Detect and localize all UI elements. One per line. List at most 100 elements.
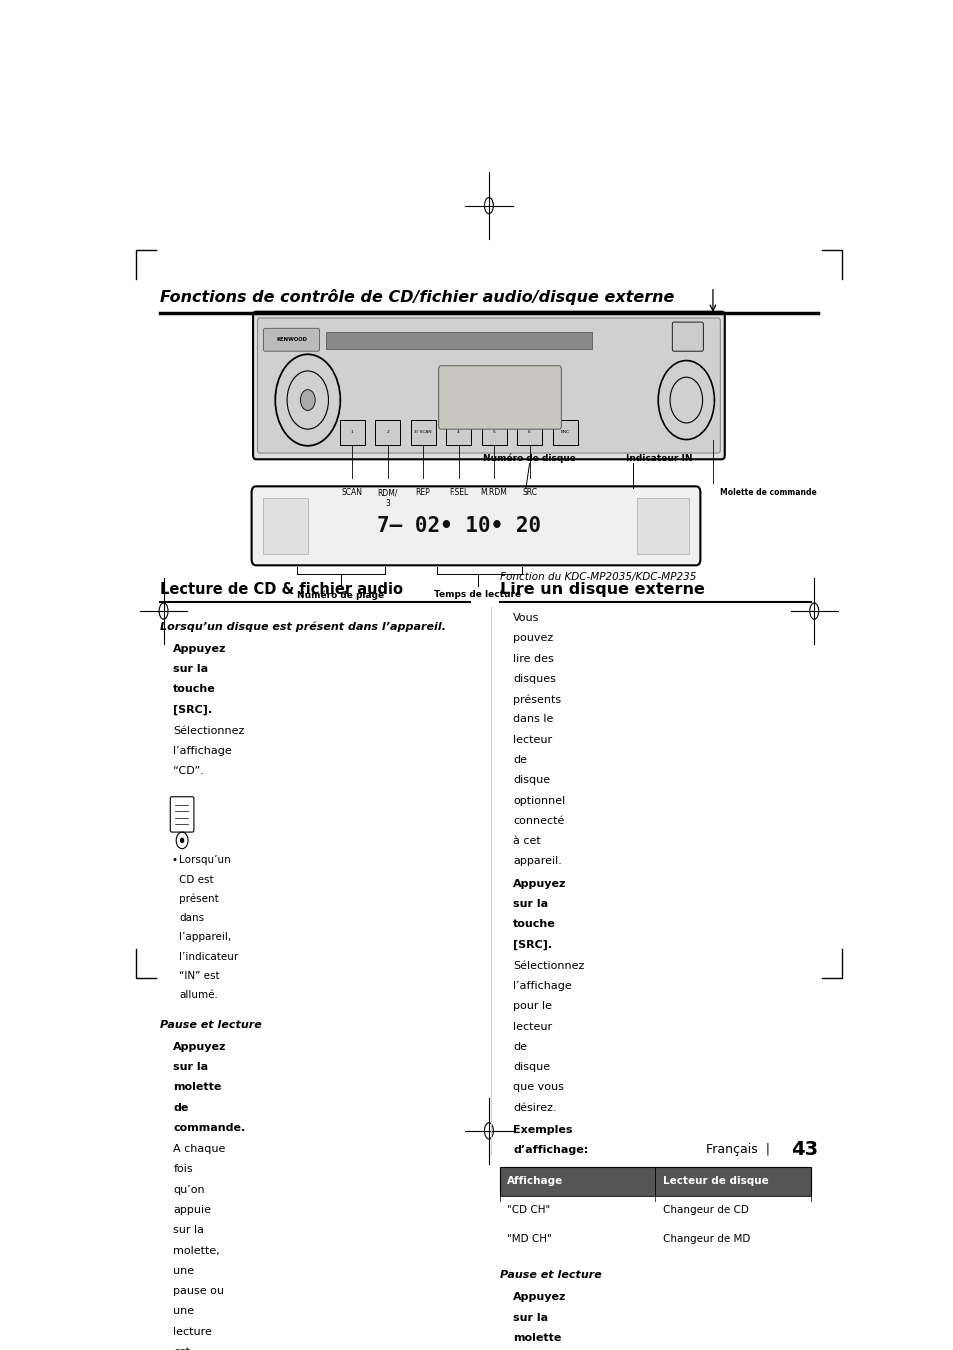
Text: présents: présents <box>513 694 561 705</box>
Text: Affichage: Affichage <box>507 1176 563 1187</box>
Text: disque: disque <box>513 775 550 786</box>
Text: •: • <box>172 856 177 865</box>
Text: fois: fois <box>173 1165 193 1174</box>
Text: l’appareil,: l’appareil, <box>179 933 232 942</box>
Text: touche: touche <box>513 919 556 929</box>
Bar <box>552 420 577 444</box>
Text: lire des: lire des <box>513 653 554 664</box>
Text: A chaque: A chaque <box>173 1145 225 1154</box>
Text: “CD”.: “CD”. <box>173 767 204 776</box>
Bar <box>263 498 308 554</box>
Text: disques: disques <box>513 674 556 684</box>
Text: "MD CH": "MD CH" <box>507 1234 552 1245</box>
Text: dans: dans <box>179 913 204 923</box>
Text: SCAN: SCAN <box>341 489 362 497</box>
Text: lecteur: lecteur <box>513 1022 552 1031</box>
Text: une: une <box>173 1266 194 1276</box>
Text: Indicateur IN: Indicateur IN <box>625 455 692 463</box>
Text: lecture: lecture <box>173 1327 212 1336</box>
Text: de: de <box>513 1042 527 1052</box>
Text: Lorsqu’un disque est présent dans l’appareil.: Lorsqu’un disque est présent dans l’appa… <box>160 621 445 632</box>
Text: optionnel: optionnel <box>513 795 565 806</box>
Text: à cet: à cet <box>513 836 540 846</box>
Text: Lire un disque externe: Lire un disque externe <box>499 582 704 597</box>
Text: Appuyez: Appuyez <box>173 644 227 653</box>
Text: molette,: molette, <box>173 1246 220 1256</box>
Text: sur la: sur la <box>173 1062 208 1072</box>
Text: "CD CH": "CD CH" <box>507 1206 550 1215</box>
Text: est: est <box>173 1347 190 1350</box>
Text: REP: REP <box>416 489 430 497</box>
Text: Molette de commande: Molette de commande <box>720 489 816 497</box>
Bar <box>410 420 436 444</box>
FancyBboxPatch shape <box>438 366 560 429</box>
Text: pour le: pour le <box>513 1002 552 1011</box>
Text: Vous: Vous <box>513 613 539 624</box>
Text: Sélectionnez: Sélectionnez <box>173 726 244 736</box>
Text: Appuyez: Appuyez <box>513 879 566 888</box>
Bar <box>517 420 541 444</box>
Text: F.SEL: F.SEL <box>449 489 468 497</box>
Text: Lorsqu’un: Lorsqu’un <box>179 856 231 865</box>
Text: d’affichage:: d’affichage: <box>513 1145 588 1156</box>
Text: Lecture de CD & fichier audio: Lecture de CD & fichier audio <box>160 582 402 597</box>
Text: pouvez: pouvez <box>513 633 553 644</box>
Text: Exemples: Exemples <box>513 1125 572 1135</box>
Text: connecté: connecté <box>513 815 564 826</box>
Text: l’affichage: l’affichage <box>513 981 572 991</box>
Text: que vous: que vous <box>513 1083 563 1092</box>
Text: désirez.: désirez. <box>513 1103 557 1112</box>
Text: Fonctions de contrôle de CD/fichier audio/disque externe: Fonctions de contrôle de CD/fichier audi… <box>160 289 674 305</box>
Circle shape <box>300 390 314 410</box>
Text: 5: 5 <box>492 431 495 435</box>
Text: une: une <box>173 1307 194 1316</box>
Bar <box>499 1224 810 1254</box>
Text: de: de <box>513 755 527 765</box>
FancyBboxPatch shape <box>253 312 724 459</box>
Text: l’affichage: l’affichage <box>173 747 232 756</box>
Text: touche: touche <box>173 684 215 694</box>
Text: KENWOOD: KENWOOD <box>275 338 307 343</box>
Bar <box>375 420 399 444</box>
Text: 1: 1 <box>351 431 354 435</box>
Bar <box>499 1166 810 1196</box>
Text: sur la: sur la <box>173 1226 204 1235</box>
Bar <box>446 420 471 444</box>
Text: Français  |: Français | <box>705 1143 769 1156</box>
Text: Fonction du KDC-MP2035/KDC-MP235: Fonction du KDC-MP2035/KDC-MP235 <box>499 572 696 582</box>
Text: M.RDM: M.RDM <box>480 489 507 497</box>
Text: 6: 6 <box>528 431 531 435</box>
Text: Appuyez: Appuyez <box>513 1292 566 1303</box>
Text: de: de <box>173 1103 189 1112</box>
Text: qu’on: qu’on <box>173 1185 205 1195</box>
FancyBboxPatch shape <box>252 486 700 566</box>
Text: 3/ SCAN: 3/ SCAN <box>414 431 432 435</box>
Text: 43: 43 <box>790 1139 817 1160</box>
Circle shape <box>180 838 183 842</box>
Text: Lecteur de disque: Lecteur de disque <box>662 1176 767 1187</box>
Text: molette: molette <box>513 1332 561 1343</box>
Text: pause ou: pause ou <box>173 1287 224 1296</box>
Bar <box>499 1196 810 1224</box>
Text: sur la: sur la <box>513 899 548 909</box>
Text: sur la: sur la <box>513 1312 548 1323</box>
Text: lecteur: lecteur <box>513 734 552 745</box>
Text: Appuyez: Appuyez <box>173 1042 227 1052</box>
Text: 2: 2 <box>386 431 389 435</box>
Text: commande.: commande. <box>173 1123 245 1133</box>
Text: Changeur de MD: Changeur de MD <box>662 1234 749 1245</box>
FancyBboxPatch shape <box>257 319 720 454</box>
Text: CD est: CD est <box>179 875 213 884</box>
Text: Sélectionnez: Sélectionnez <box>513 961 584 971</box>
Text: Temps de lecture: Temps de lecture <box>434 590 521 599</box>
Text: Changeur de CD: Changeur de CD <box>662 1206 748 1215</box>
FancyBboxPatch shape <box>672 323 702 351</box>
Text: 7– 02• 10• 20: 7– 02• 10• 20 <box>376 516 541 536</box>
Text: Pause et lecture: Pause et lecture <box>160 1019 261 1030</box>
Text: SRC: SRC <box>521 489 537 497</box>
FancyBboxPatch shape <box>263 328 319 351</box>
Text: molette: molette <box>173 1083 221 1092</box>
Text: Pause et lecture: Pause et lecture <box>499 1270 601 1280</box>
Text: “IN” est: “IN” est <box>179 971 219 981</box>
Text: [SRC].: [SRC]. <box>513 940 552 950</box>
